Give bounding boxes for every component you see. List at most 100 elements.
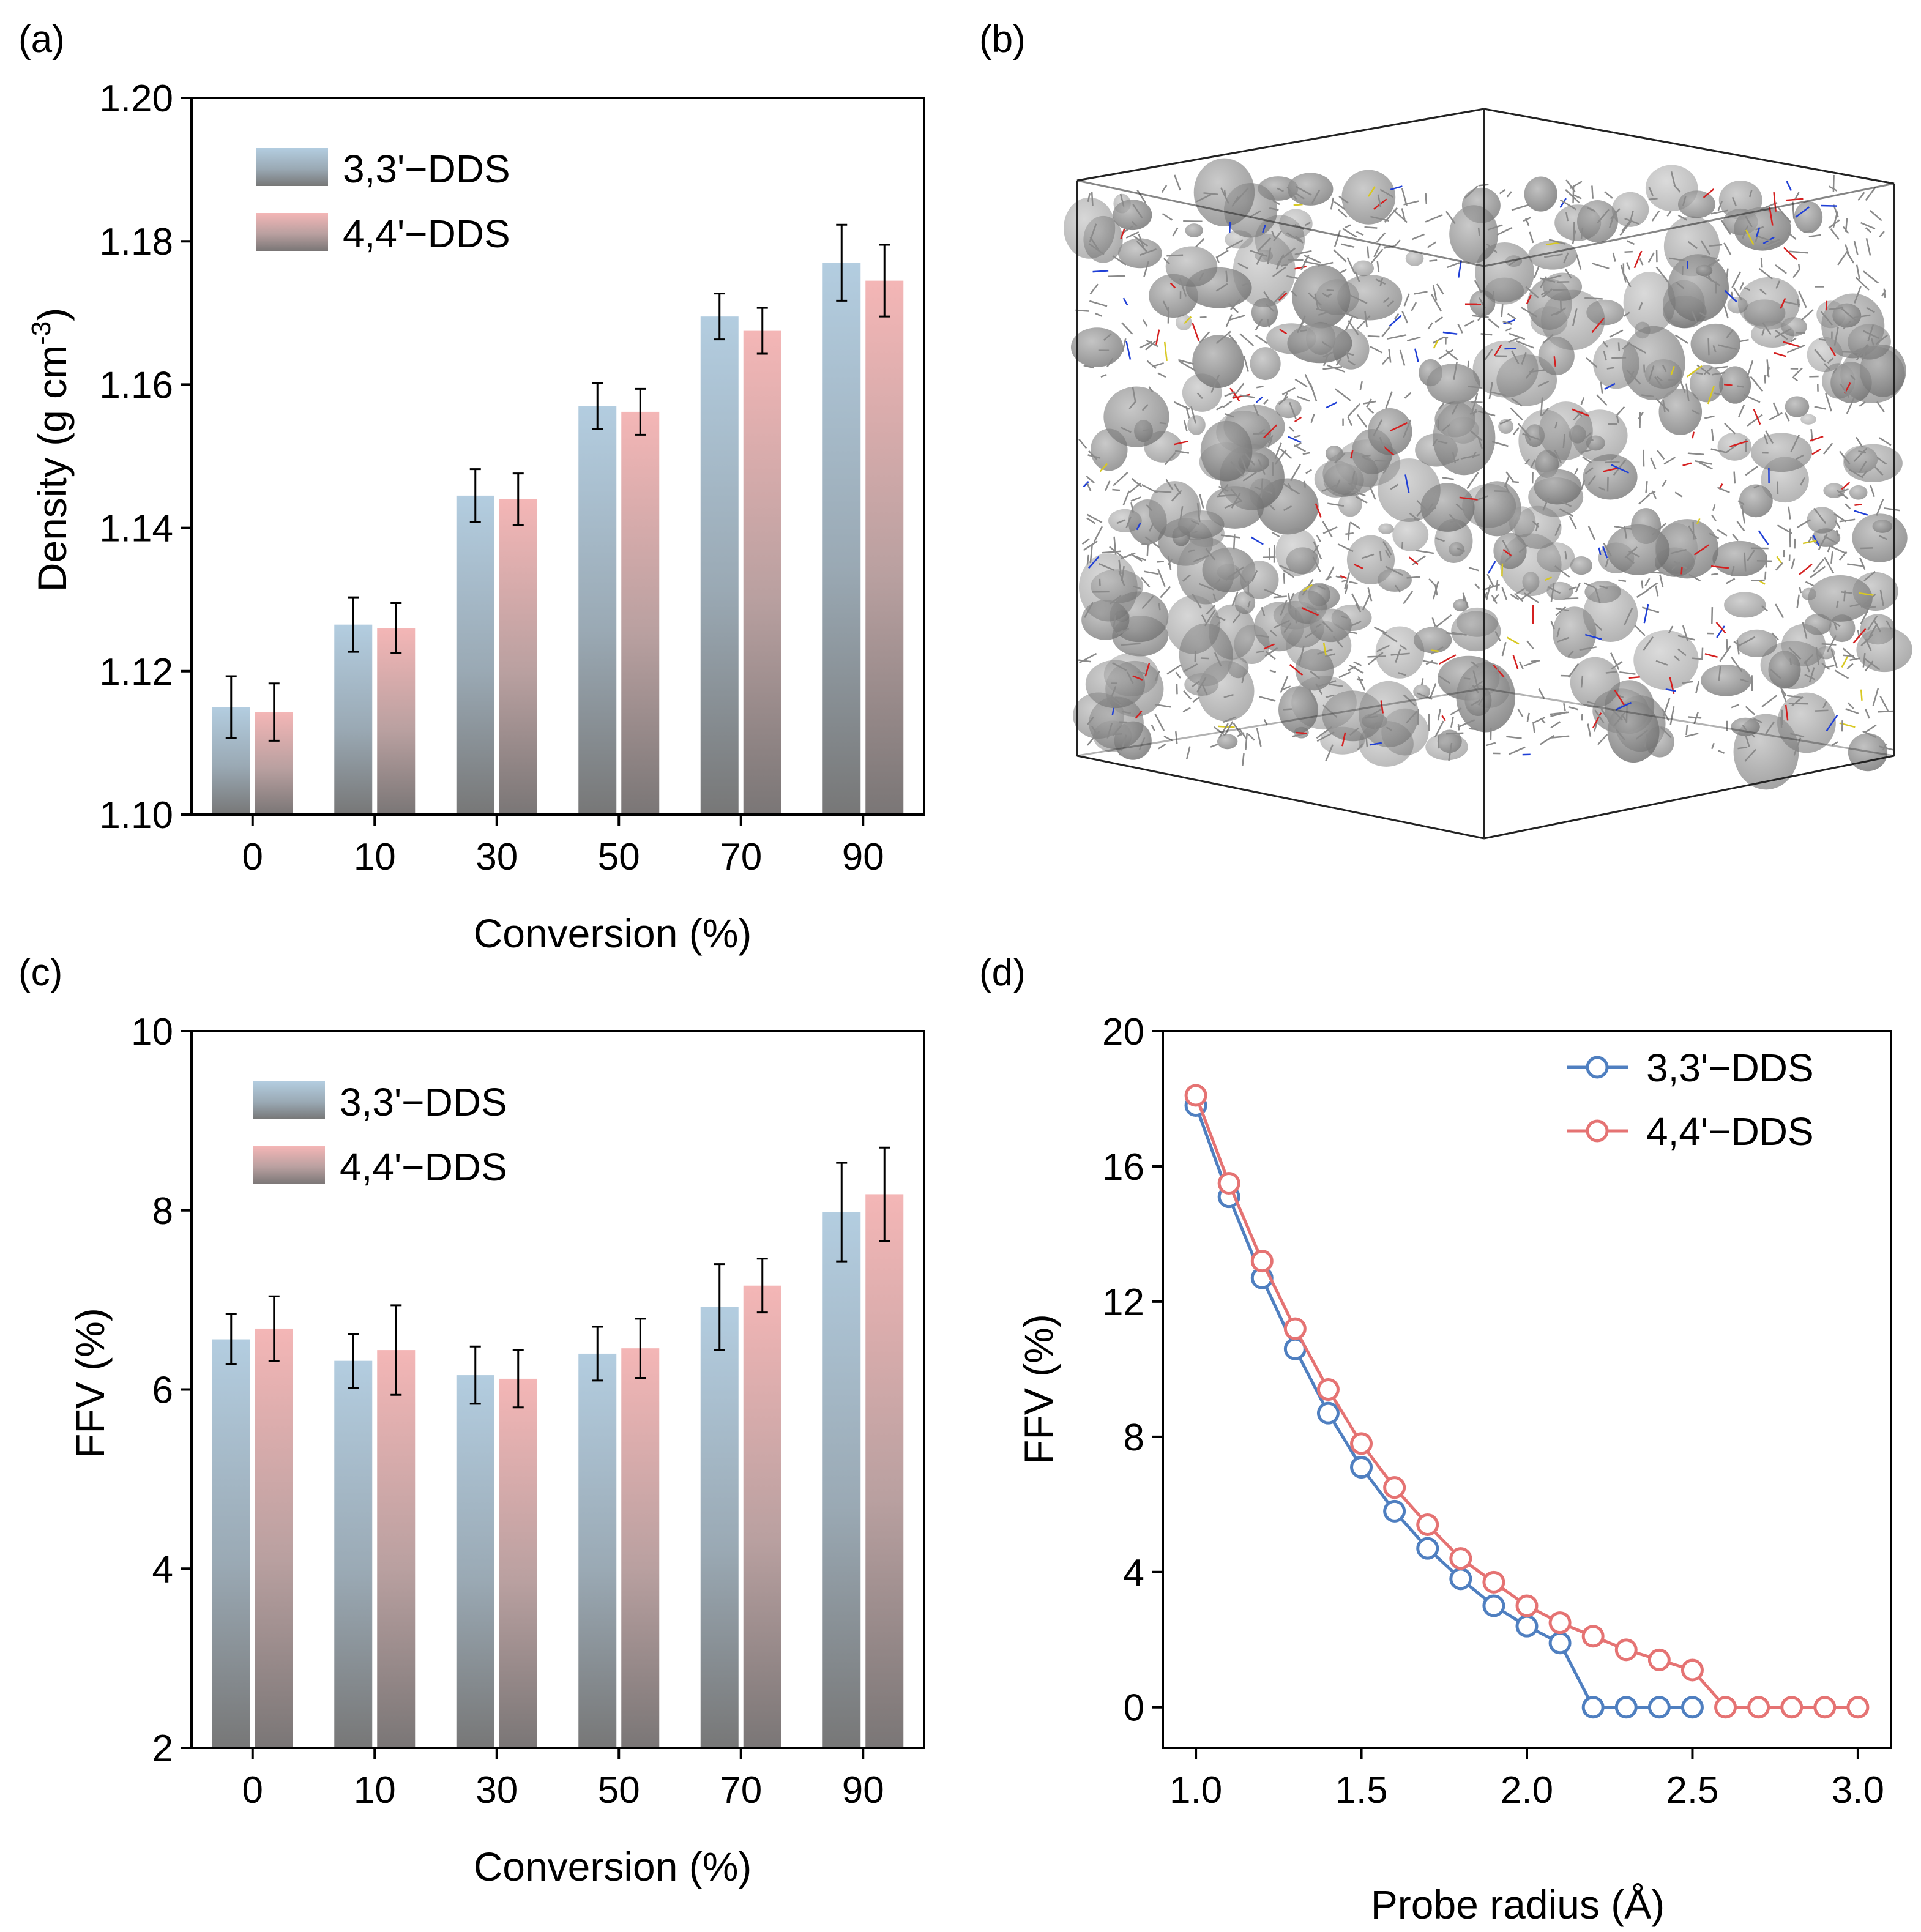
panel-label-b: (b) [979, 18, 1026, 61]
bond-segment [1643, 449, 1645, 467]
bond-segment [1502, 548, 1512, 557]
bond-segment [1390, 483, 1399, 490]
bond-segment [1199, 494, 1204, 509]
bond-segment [1384, 550, 1391, 559]
bond-segment [1272, 462, 1274, 476]
cavity-blob [1739, 484, 1773, 518]
bond-segment [1651, 571, 1663, 574]
bond-segment [1469, 411, 1478, 415]
cavity-blob [1593, 338, 1639, 389]
bond-segment [1863, 270, 1879, 284]
bond-segment [1674, 334, 1688, 344]
bond-segment [1731, 196, 1737, 207]
cavity-blob [1737, 277, 1800, 330]
bond-segment [1501, 641, 1507, 657]
bond-segment [1875, 334, 1888, 345]
bond-segment [1878, 535, 1887, 540]
bond-segment [1105, 480, 1111, 491]
bond-segment [1432, 285, 1438, 301]
bond-segment [1627, 240, 1635, 245]
bond-segment [1255, 396, 1263, 403]
bond-segment [1406, 336, 1421, 342]
bond-segment [1746, 360, 1754, 378]
bond-segment [1783, 550, 1785, 558]
ffv-ytick-label-8: 8 [152, 1190, 173, 1233]
bond-segment [1704, 415, 1715, 419]
bond-segment [1599, 585, 1608, 589]
bond-segment [1789, 528, 1791, 548]
bond-segment [1839, 450, 1851, 464]
bond-segment [1356, 315, 1371, 330]
cavity-blob [1750, 433, 1813, 472]
bond-segment [1195, 238, 1205, 248]
bond-segment [1785, 412, 1790, 422]
bond-segment [1623, 273, 1632, 288]
density-legend: 3,3'−DDS 4,4'−DDS [256, 147, 510, 256]
bond-segment [1703, 274, 1721, 286]
bond-segment [1192, 323, 1200, 341]
bond-segment [1769, 412, 1783, 420]
cavity-blob [1849, 485, 1868, 500]
bond-segment [1711, 742, 1715, 750]
bond-segment [1210, 374, 1220, 393]
bond-segment [1547, 586, 1561, 594]
bond-segment [1326, 566, 1335, 580]
bond-segment [1280, 448, 1292, 460]
bond-segment [1228, 221, 1231, 233]
bond-segment [1573, 222, 1575, 241]
bond-segment [1295, 235, 1303, 242]
bond-segment [1790, 337, 1797, 343]
bond-segment [1294, 266, 1307, 270]
bond-segment [1452, 452, 1457, 464]
bond-segment [1525, 368, 1535, 379]
bond-segment [1860, 633, 1874, 647]
bond-segment [1822, 701, 1827, 709]
bond-segment [1824, 556, 1835, 574]
bond-segment [1695, 681, 1700, 693]
bond-segment [1132, 387, 1136, 403]
bond-segment [1390, 422, 1408, 432]
bond-segment [1598, 547, 1602, 556]
cavity-blob [1287, 323, 1352, 364]
bond-segment [1283, 622, 1292, 633]
density-ytick-label-1.16: 1.16 [99, 364, 173, 406]
bond-segment [1798, 291, 1807, 308]
bond-segment [1494, 344, 1502, 356]
bond-segment [1158, 744, 1166, 750]
bond-segment [1835, 520, 1841, 529]
bond-segment [1403, 419, 1412, 438]
bond-segment [1428, 578, 1437, 587]
ffv-bar-44dds-0 [255, 1328, 293, 1748]
cavity-blob [1536, 542, 1575, 572]
bond-segment [1761, 605, 1768, 612]
bond-segment [1256, 728, 1262, 747]
bond-segment [1502, 320, 1513, 326]
bond-segment [1748, 189, 1753, 198]
cavity-blob [1413, 684, 1430, 699]
bond-segment [1739, 636, 1756, 646]
cavity-blob [1064, 197, 1116, 259]
bond-segment [1692, 431, 1695, 439]
bond-segment [1655, 266, 1669, 283]
bond-segment [1308, 688, 1318, 705]
bond-segment [1099, 563, 1115, 572]
bond-segment [1179, 278, 1187, 297]
bond-segment [1100, 373, 1107, 378]
bond-segment [1087, 193, 1091, 203]
bond-segment [1587, 526, 1596, 540]
bond-segment [1744, 394, 1761, 403]
bond-segment [1504, 476, 1510, 488]
bond-segment [1570, 181, 1583, 190]
bond-segment [1654, 376, 1663, 388]
bond-segment [1861, 470, 1868, 477]
bond-segment [1769, 207, 1774, 226]
bond-segment [1243, 356, 1249, 372]
bond-segment [1216, 405, 1223, 411]
cavity-blob [1250, 347, 1281, 381]
bond-segment [1256, 253, 1264, 265]
probe-ytick-label-0: 0 [1124, 1687, 1144, 1729]
bond-segment [1373, 419, 1383, 436]
bond-segment [1560, 500, 1572, 507]
density-ytick-label-1.20: 1.20 [99, 78, 173, 120]
bond-segment [1370, 248, 1384, 264]
